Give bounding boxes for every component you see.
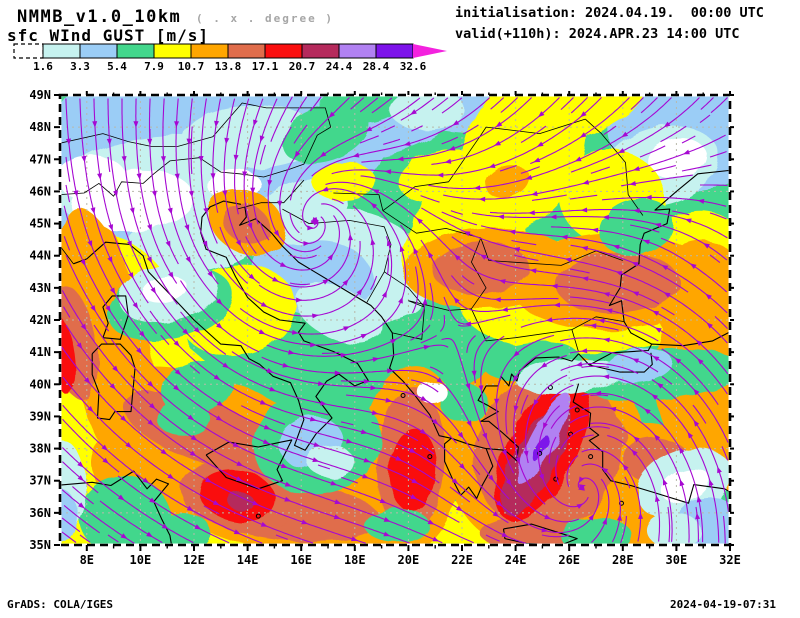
x-axis-tick-label: 20E [398, 553, 420, 567]
x-axis-tick-label: 16E [290, 553, 312, 567]
colorbar-box [190, 43, 229, 59]
y-axis-tick-label: 39N [29, 409, 51, 423]
colorbar-overflow-arrow [413, 44, 447, 58]
colorbar-tick-label: 28.4 [363, 60, 390, 73]
x-axis-tick-label: 8E [80, 553, 94, 567]
colorbar-tick-label: 17.1 [252, 60, 279, 73]
colorbar-box [42, 43, 81, 59]
y-axis-tick-label: 41N [29, 345, 51, 359]
colorbar-box [153, 43, 192, 59]
colorbar-underflow-box [13, 43, 44, 59]
y-axis-tick-label: 44N [29, 249, 51, 263]
colorbar-tick-label: 7.9 [144, 60, 164, 73]
y-axis-tick-label: 49N [29, 88, 51, 102]
y-axis-tick-label: 48N [29, 120, 51, 134]
x-axis-tick-label: 32E [719, 553, 741, 567]
x-axis-tick-label: 18E [344, 553, 366, 567]
grads-credit: GrADS: COLA/IGES [7, 598, 113, 611]
colorbar-tick-label: 5.4 [107, 60, 127, 73]
colorbar-tick-label: 13.8 [215, 60, 242, 73]
lat-lon-grid [60, 95, 730, 545]
model-title: NMMB_v1.0_10km [17, 7, 182, 27]
colorbar [13, 43, 447, 59]
x-axis-tick-label: 30E [666, 553, 688, 567]
x-axis-tick-label: 26E [558, 553, 580, 567]
resolution-note: ( . x . degree ) [196, 12, 334, 25]
colorbar-box [227, 43, 266, 59]
colorbar-tick-label: 20.7 [289, 60, 316, 73]
colorbar-box [79, 43, 118, 59]
colorbar-box [116, 43, 155, 59]
colorbar-tick-label: 10.7 [178, 60, 205, 73]
valid-time-label: valid(+110h): 2024.APR.23 14:00 UTC [455, 26, 740, 42]
colorbar-box [375, 43, 414, 59]
y-axis-tick-label: 42N [29, 313, 51, 327]
colorbar-tick-label: 1.6 [33, 60, 53, 73]
x-axis-labels: 8E 10E 12E 14E 16E 18E 20E 22E 24E 26E 28E 30E 32E [80, 553, 741, 567]
init-time-label: initialisation: 2024.04.19. 00:00 UTC [455, 5, 764, 21]
colorbar-box [301, 43, 340, 59]
axis-ticks [54, 91, 734, 551]
colorbar-tick-labels: 1.6 3.3 5.4 7.9 10.7 13.8 17.1 20.7 24.4 28.4 32.6 [33, 60, 427, 73]
x-axis-tick-label: 14E [237, 553, 259, 567]
y-axis-tick-label: 40N [29, 377, 51, 391]
x-axis-tick-label: 28E [612, 553, 634, 567]
streamline-arrowheads [66, 109, 722, 542]
y-axis-tick-label: 37N [29, 474, 51, 488]
creation-timestamp: 2024-04-19-07:31 [670, 598, 776, 611]
y-axis-labels: 49N 48N 47N 46N 45N 44N 43N 42N 41N 40N 39N 38N 37N 3… [29, 88, 51, 552]
colorbar-box [338, 43, 377, 59]
x-axis-tick-label: 10E [130, 553, 152, 567]
colorbar-tick-label: 32.6 [400, 60, 427, 73]
y-axis-tick-label: 45N [29, 217, 51, 231]
y-axis-tick-label: 35N [29, 538, 51, 552]
x-axis-tick-label: 12E [183, 553, 205, 567]
y-axis-tick-label: 36N [29, 506, 51, 520]
field-label: sfc WInd GUST [m/s] [7, 26, 210, 45]
y-axis-tick-label: 43N [29, 281, 51, 295]
x-axis-tick-label: 22E [451, 553, 473, 567]
colorbar-tick-label: 24.4 [326, 60, 353, 73]
y-axis-tick-label: 38N [29, 442, 51, 456]
y-axis-tick-label: 47N [29, 152, 51, 166]
colorbar-box [264, 43, 303, 59]
colorbar-tick-label: 3.3 [70, 60, 90, 73]
streamline-layer [61, 96, 729, 544]
y-axis-tick-label: 46N [29, 184, 51, 198]
x-axis-tick-label: 24E [505, 553, 527, 567]
